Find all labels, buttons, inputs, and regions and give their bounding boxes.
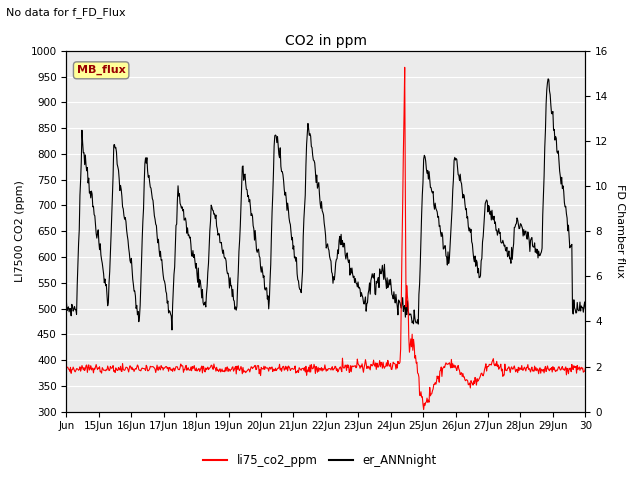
Y-axis label: FD Chamber flux: FD Chamber flux bbox=[615, 184, 625, 278]
Text: MB_flux: MB_flux bbox=[77, 65, 125, 75]
Text: No data for f_FD_Flux: No data for f_FD_Flux bbox=[6, 7, 126, 18]
Title: CO2 in ppm: CO2 in ppm bbox=[285, 34, 367, 48]
Legend: li75_co2_ppm, er_ANNnight: li75_co2_ppm, er_ANNnight bbox=[199, 449, 441, 472]
Y-axis label: LI7500 CO2 (ppm): LI7500 CO2 (ppm) bbox=[15, 180, 25, 282]
